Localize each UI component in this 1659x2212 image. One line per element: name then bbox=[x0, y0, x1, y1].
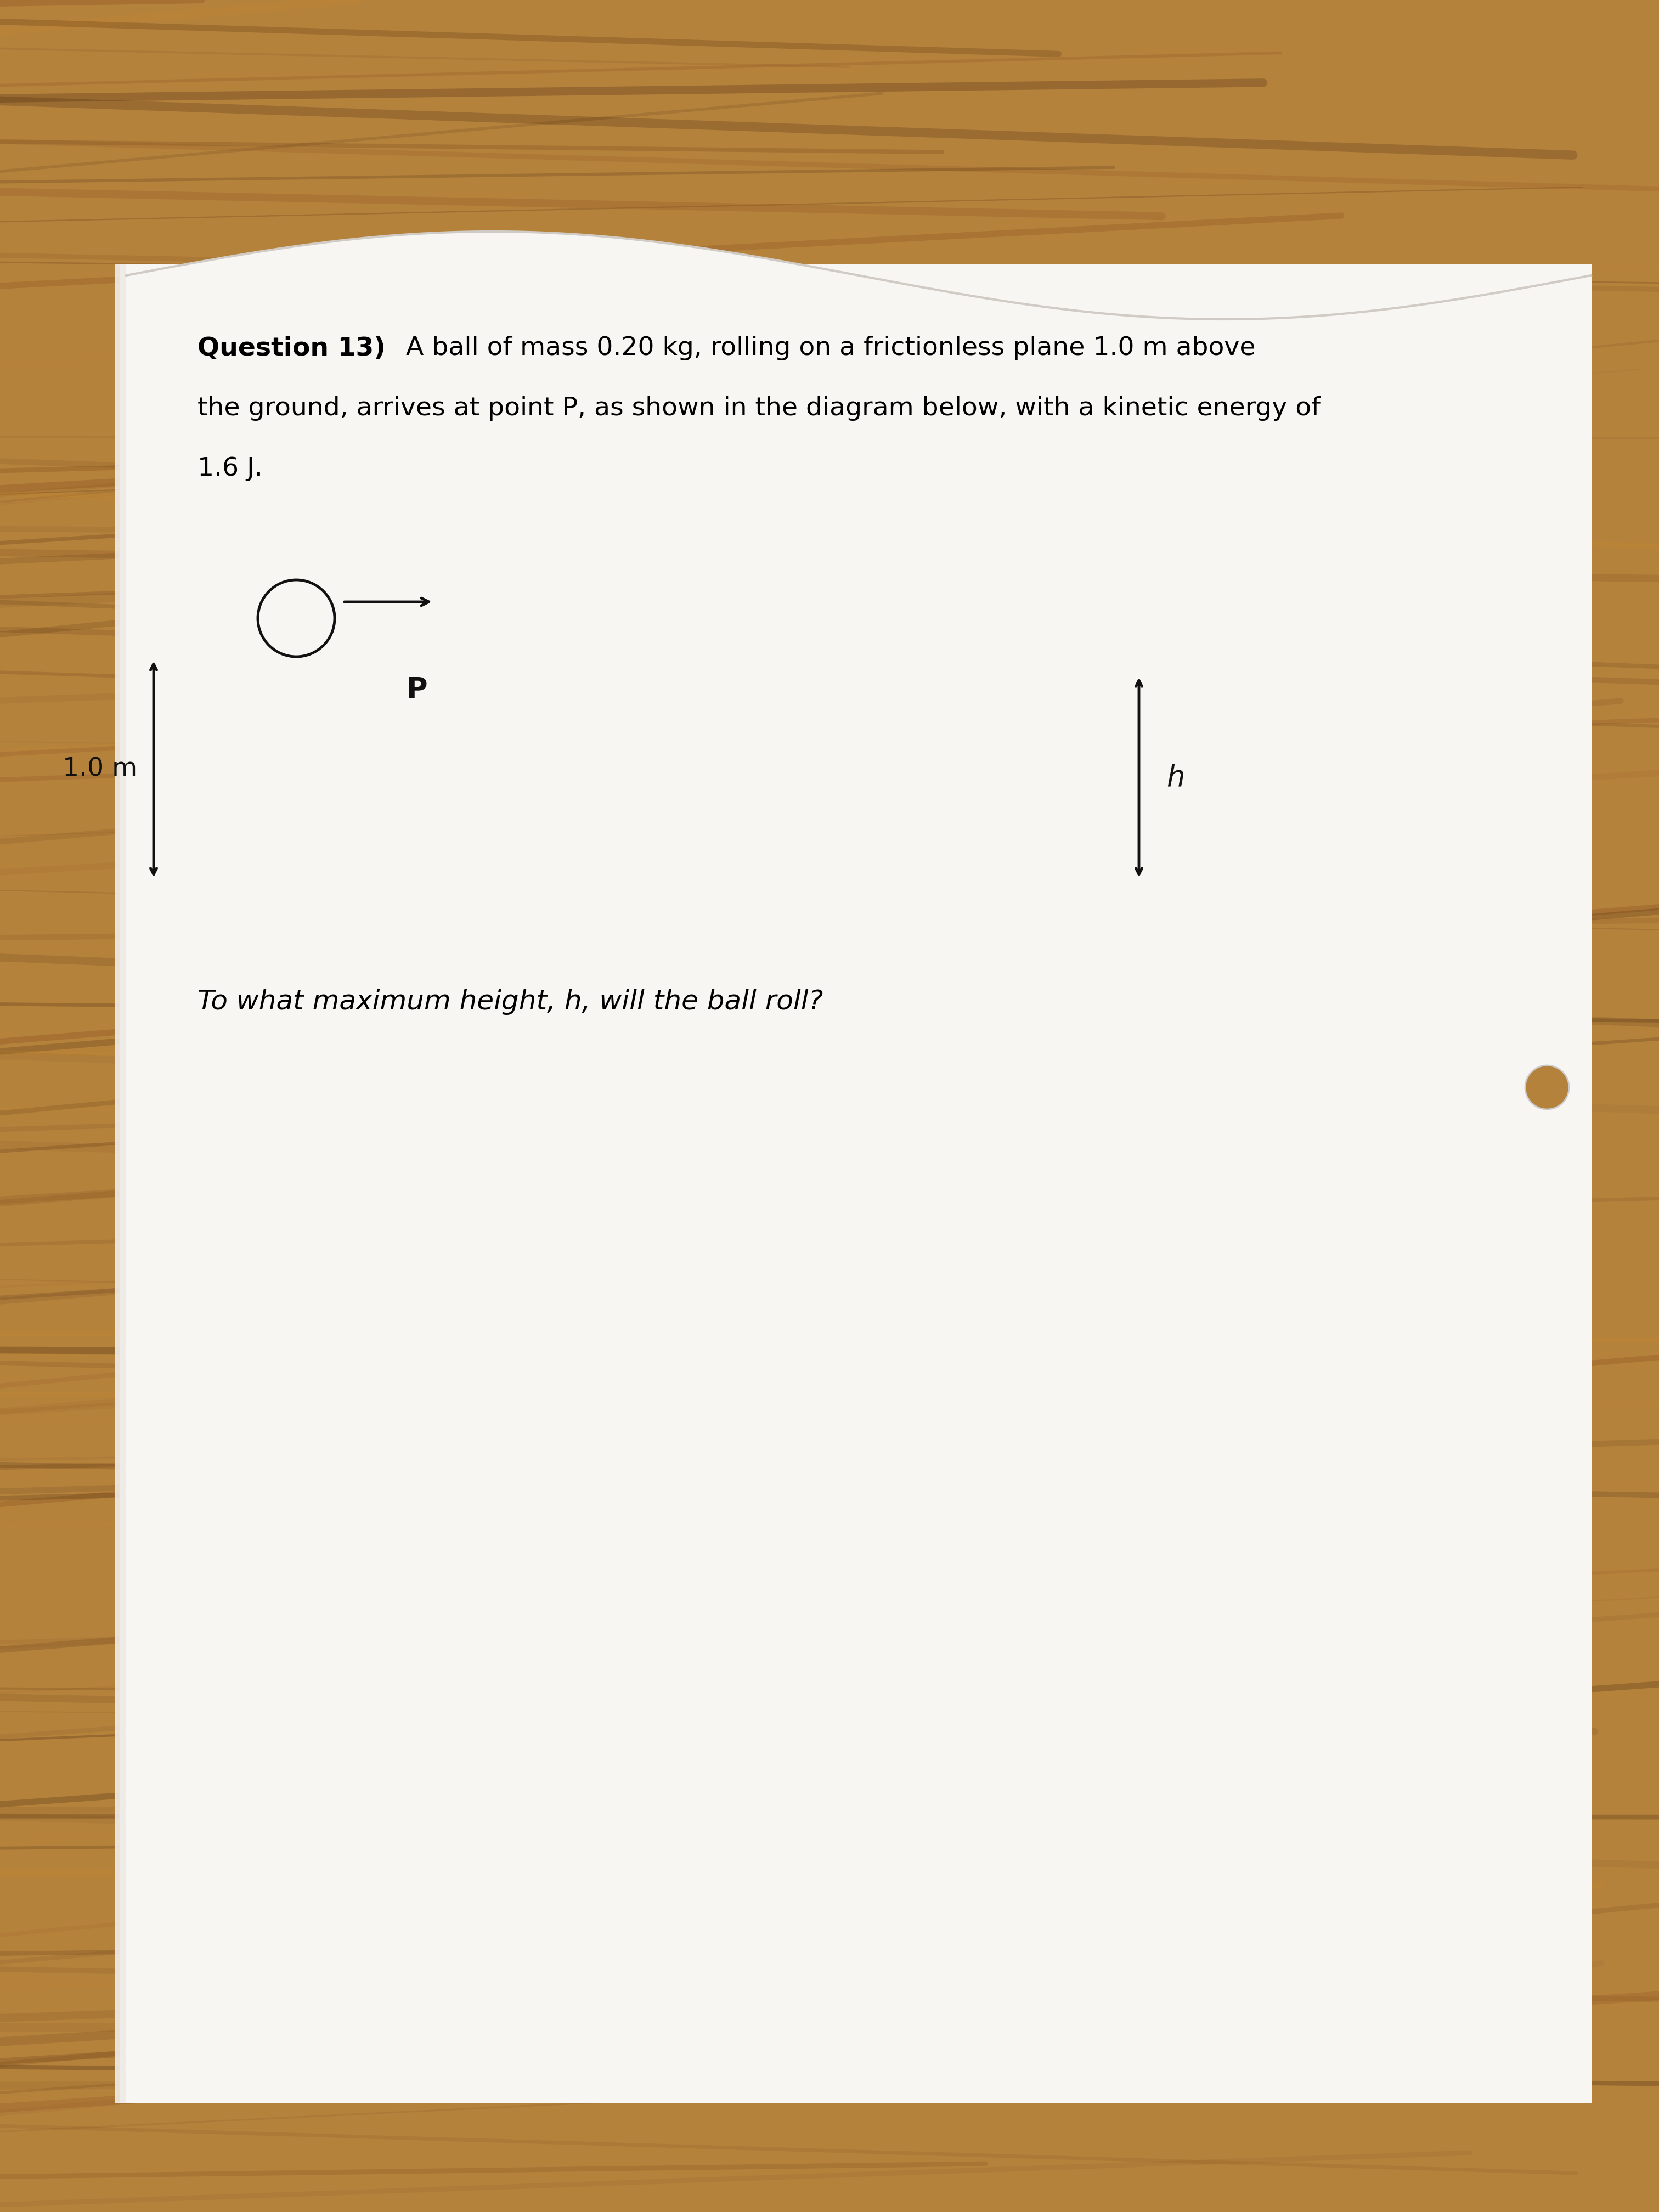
Polygon shape bbox=[126, 265, 1591, 2101]
Polygon shape bbox=[126, 265, 1591, 2101]
Text: A ball of mass 0.20 kg, rolling on a frictionless plane 1.0 m above: A ball of mass 0.20 kg, rolling on a fri… bbox=[406, 336, 1256, 361]
Polygon shape bbox=[119, 265, 1584, 2101]
Text: P: P bbox=[406, 677, 426, 703]
Text: 1.0 m: 1.0 m bbox=[63, 757, 138, 781]
Polygon shape bbox=[114, 265, 1579, 2101]
Polygon shape bbox=[123, 265, 1588, 2101]
Text: To what maximum height, h, will the ball roll?: To what maximum height, h, will the ball… bbox=[197, 989, 823, 1015]
Text: 1.6 J.: 1.6 J. bbox=[197, 456, 262, 482]
Text: h: h bbox=[1166, 763, 1185, 792]
Circle shape bbox=[1525, 1066, 1569, 1108]
Text: the ground, arrives at point P, as shown in the diagram below, with a kinetic en: the ground, arrives at point P, as shown… bbox=[197, 396, 1321, 420]
Text: Question 13): Question 13) bbox=[197, 336, 385, 361]
